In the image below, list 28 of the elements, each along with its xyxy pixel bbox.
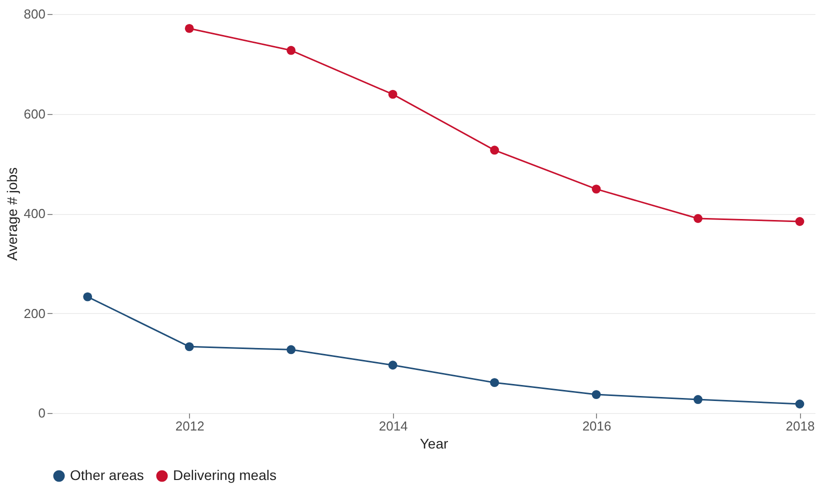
point — [795, 217, 804, 226]
point — [83, 292, 92, 302]
x-tick-label: 2012 — [175, 418, 204, 434]
point — [795, 400, 804, 408]
point — [694, 214, 702, 223]
legend-label: Delivering meals — [173, 467, 276, 483]
y-tick-label: 200 — [24, 306, 46, 321]
legend-label: Other areas — [70, 467, 144, 483]
y-tick-label: 800 — [24, 6, 46, 22]
point — [184, 342, 194, 352]
point — [490, 146, 500, 155]
y-tick-label: 600 — [24, 106, 46, 122]
point — [388, 360, 398, 370]
point — [490, 378, 500, 388]
y-axis-title: Average # jobs — [4, 167, 20, 261]
x-axis-title: Year — [420, 436, 448, 452]
point — [388, 90, 398, 99]
point — [694, 395, 702, 404]
point — [592, 184, 601, 194]
x-tick-label: 2016 — [582, 418, 612, 434]
x-tick-label: 2018 — [786, 418, 815, 434]
point — [286, 46, 296, 55]
x-tick-label: 2014 — [378, 418, 408, 434]
point — [286, 345, 296, 354]
point — [592, 390, 601, 400]
y-tick-label: 400 — [24, 206, 46, 221]
point — [184, 24, 194, 33]
y-tick-label: 0 — [38, 406, 46, 420]
